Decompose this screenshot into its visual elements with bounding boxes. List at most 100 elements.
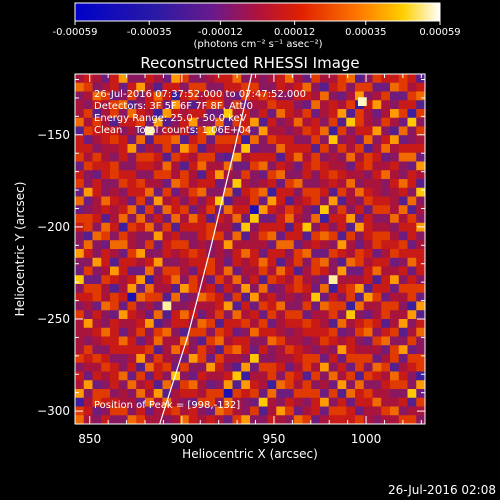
heatmap-cell <box>363 240 373 250</box>
heatmap-cell <box>320 222 330 232</box>
heatmap-cell <box>92 214 102 224</box>
heatmap-cell <box>285 240 295 250</box>
heatmap-cell <box>241 240 251 250</box>
heatmap-cell <box>118 397 128 407</box>
heatmap-cell <box>153 109 163 119</box>
heatmap-cell <box>293 82 303 92</box>
heatmap-cell <box>232 214 242 224</box>
heatmap-cell <box>390 231 400 241</box>
heatmap-cell <box>110 161 120 171</box>
heatmap-cell <box>328 327 338 337</box>
heatmap-cell <box>241 284 251 294</box>
heatmap-cell <box>390 354 400 364</box>
heatmap-cell <box>398 179 408 189</box>
heatmap-cell <box>241 345 251 355</box>
heatmap-cell <box>250 82 260 92</box>
heatmap-cell <box>311 310 321 320</box>
heatmap-cell <box>92 319 102 329</box>
heatmap-cell <box>407 336 417 346</box>
heatmap-cell <box>197 161 207 171</box>
heatmap-cell <box>127 292 137 302</box>
heatmap-cell <box>92 257 102 267</box>
heatmap-cell <box>118 327 128 337</box>
heatmap-cell <box>127 249 137 259</box>
heatmap-cell <box>285 91 295 101</box>
heatmap-cell <box>241 415 251 424</box>
heatmap-cell <box>337 126 347 136</box>
heatmap-cell <box>407 109 417 119</box>
heatmap-cell <box>381 135 391 145</box>
heatmap-cell <box>258 100 268 110</box>
heatmap-cell <box>83 354 93 364</box>
heatmap-cell <box>188 205 198 215</box>
heatmap-cell <box>206 231 216 241</box>
heatmap-cell <box>92 249 102 259</box>
heatmap-cell <box>153 82 163 92</box>
heatmap-cell <box>355 74 365 84</box>
heatmap-cell <box>390 362 400 372</box>
heatmap-cell <box>398 249 408 259</box>
heatmap-cell <box>92 389 102 399</box>
heatmap-cell <box>372 196 382 206</box>
heatmap-cell <box>223 222 233 232</box>
heatmap-cell <box>390 397 400 407</box>
heatmap-cell <box>145 345 155 355</box>
peak-cell <box>357 97 367 107</box>
heatmap-cell <box>363 100 373 110</box>
heatmap-cell <box>110 354 120 364</box>
heatmap-cell <box>197 240 207 250</box>
heatmap-cell <box>276 345 286 355</box>
heatmap-cell <box>320 319 330 329</box>
heatmap-cell <box>372 389 382 399</box>
heatmap-cell <box>302 161 312 171</box>
heatmap-cell <box>75 415 85 424</box>
heatmap-cell <box>215 240 225 250</box>
heatmap-cell <box>276 187 286 197</box>
heatmap-cell <box>337 336 347 346</box>
heatmap-cell <box>101 266 111 276</box>
heatmap-cell <box>311 152 321 162</box>
heatmap-cell <box>372 327 382 337</box>
heatmap-cell <box>241 91 251 101</box>
heatmap-cell <box>276 240 286 250</box>
heatmap-cell <box>162 231 172 241</box>
heatmap-cell <box>75 144 85 154</box>
heatmap-cell <box>206 257 216 267</box>
heatmap-cell <box>83 380 93 390</box>
heatmap-cell <box>136 126 146 136</box>
heatmap-cell <box>92 222 102 232</box>
heatmap-cell <box>145 240 155 250</box>
heatmap-cell <box>258 249 268 259</box>
heatmap-cell <box>293 336 303 346</box>
heatmap-cell <box>127 354 137 364</box>
heatmap-cell <box>215 161 225 171</box>
heatmap-cell <box>258 196 268 206</box>
heatmap-cell <box>320 117 330 127</box>
heatmap-cell <box>302 319 312 329</box>
heatmap-cell <box>153 397 163 407</box>
heatmap-cell <box>206 362 216 372</box>
heatmap-cell <box>136 415 146 424</box>
heatmap-cell <box>407 196 417 206</box>
heatmap-cell <box>188 152 198 162</box>
heatmap-cell <box>180 205 190 215</box>
heatmap-cell <box>276 310 286 320</box>
heatmap-cell <box>180 135 190 145</box>
heatmap-cell <box>285 397 295 407</box>
heatmap-cell <box>197 109 207 119</box>
heatmap-cell <box>92 205 102 215</box>
heatmap-cell <box>258 301 268 311</box>
heatmap-cell <box>276 415 286 424</box>
heatmap-cell <box>118 214 128 224</box>
heatmap-cell <box>407 292 417 302</box>
heatmap-cell <box>320 257 330 267</box>
heatmap-cell <box>250 397 260 407</box>
heatmap-cell <box>267 100 277 110</box>
heatmap-cell <box>223 196 233 206</box>
heatmap-cell <box>241 170 251 180</box>
heatmap-cell <box>302 126 312 136</box>
heatmap-cell <box>250 205 260 215</box>
heatmap-cell <box>83 327 93 337</box>
heatmap-cells <box>75 74 425 424</box>
heatmap-cell <box>258 179 268 189</box>
